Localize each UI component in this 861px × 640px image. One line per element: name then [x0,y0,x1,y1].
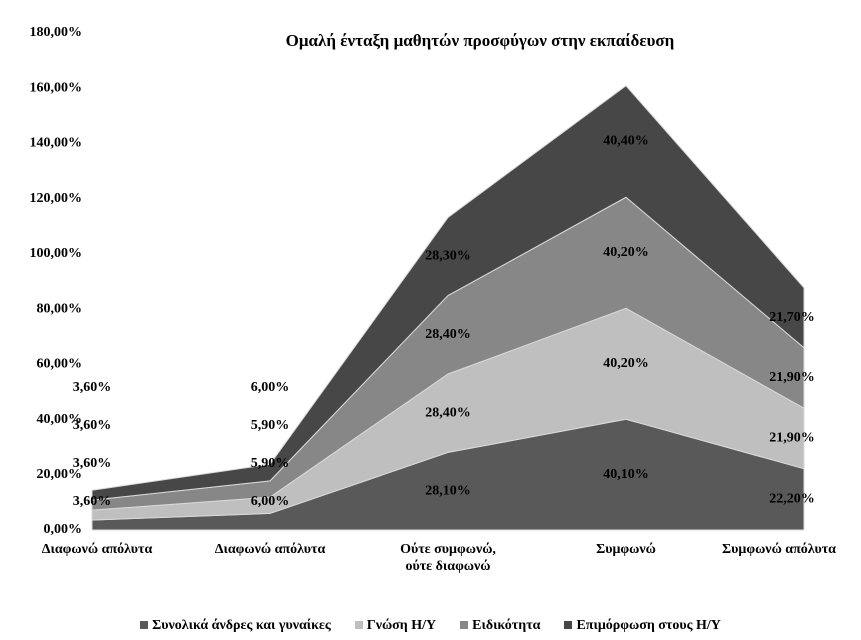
y-tick-label: 40,00% [37,412,83,427]
legend-swatch [140,621,149,629]
legend-label: Γνώση Η/Υ [366,618,437,633]
y-tick-label: 80,00% [37,301,83,316]
value-label: 3,60% [73,456,112,471]
legend-item: Γνώση Η/Υ [354,618,437,634]
x-tick-label: Διαφωνώ απόλυτα [41,542,153,557]
value-label: 28,10% [425,483,471,498]
legend-swatch [354,621,363,629]
x-tick-label: Συμφωνώ απόλυτα [721,542,836,557]
value-label: 28,40% [425,405,471,420]
value-label: 21,90% [769,370,815,385]
value-label: 22,20% [769,492,815,507]
value-label: 6,00% [251,494,290,509]
value-label: 5,90% [251,418,290,433]
y-tick-label: 160,00% [30,80,83,95]
chart-title: Ομαλή ένταξη μαθητών προσφύγων στην εκπα… [286,31,675,50]
y-tick-label: 60,00% [37,357,83,372]
value-label: 40,40% [603,134,649,149]
value-label: 6,00% [251,380,290,395]
x-tick-label: Διαφωνώ απόλυτα [214,542,326,557]
legend: Συνολικά άνδρες και γυναίκες Γνώση Η/Υ Ειδ… [0,618,861,634]
value-label: 3,60% [73,418,112,433]
legend-label: Συνολικά άνδρες και γυναίκες [152,618,331,633]
value-label: 21,90% [769,431,815,446]
legend-label: Επιμόρφωση στους Η/Υ [576,618,721,633]
legend-label: Ειδικότητα [472,618,541,633]
value-label: 40,20% [603,245,649,260]
y-tick-label: 100,00% [30,246,83,261]
legend-item: Επιμόρφωση στους Η/Υ [564,618,721,634]
x-tick-label: Συμφωνώ [596,542,656,557]
legend-item: Συνολικά άνδρες και γυναίκες [140,618,331,634]
value-label: 5,90% [251,456,290,471]
y-tick-label: 140,00% [30,136,83,151]
y-tick-label: 180,00% [30,25,83,40]
value-label: 21,70% [769,310,815,325]
legend-swatch [460,621,469,629]
legend-item: Ειδικότητα [460,618,540,634]
value-label: 3,60% [73,380,112,395]
y-tick-label: 20,00% [37,467,83,482]
value-label: 40,20% [603,356,649,371]
y-tick-label: 0,00% [44,522,83,537]
y-tick-label: 120,00% [30,191,83,206]
value-label: 40,10% [603,467,649,482]
value-label: 3,60% [73,494,112,509]
legend-swatch [564,621,573,629]
area [91,85,805,501]
value-label: 28,40% [425,327,471,342]
value-label: 28,30% [425,249,471,264]
x-tick-label: Ούτε συμφωνώ, ούτε διαφωνώ [400,542,496,574]
